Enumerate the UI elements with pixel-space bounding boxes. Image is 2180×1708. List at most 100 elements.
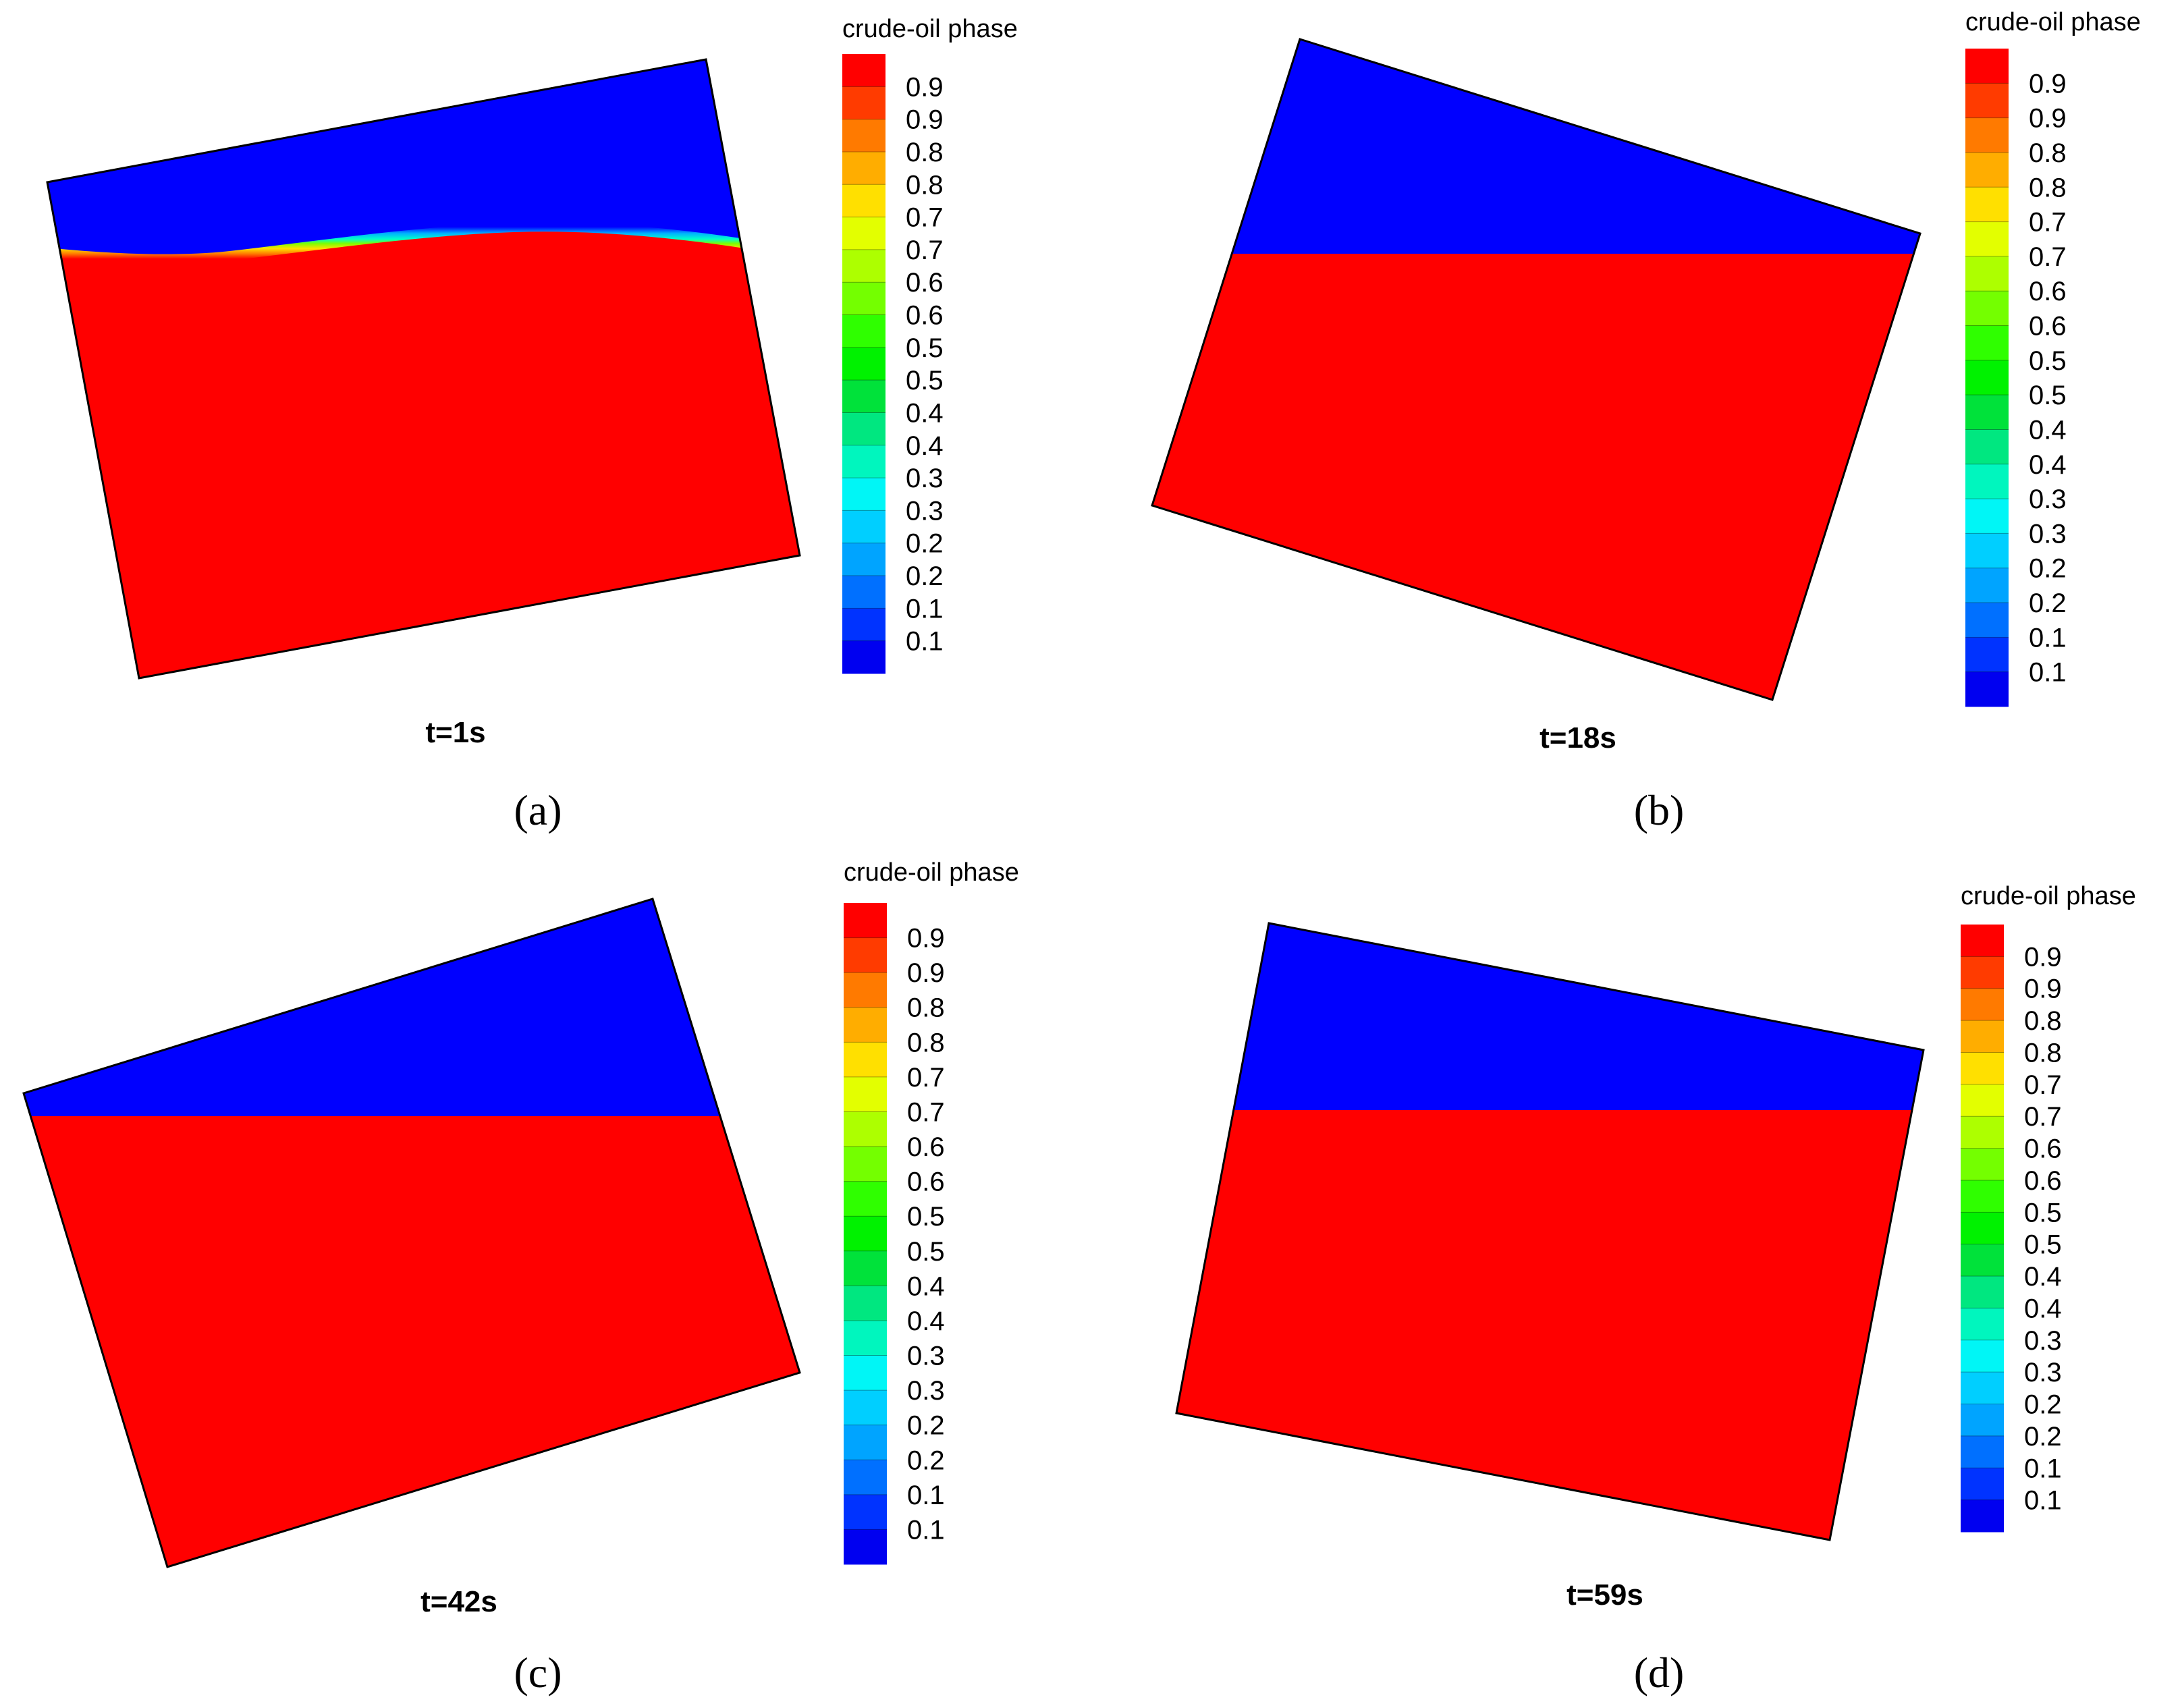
colorbar-tick-label: 0.7 xyxy=(2029,208,2067,238)
colorbar-swatch xyxy=(1965,152,2009,188)
colorbar-tick-label: 0.2 xyxy=(2029,588,2067,618)
colorbar-tick-label: 0.8 xyxy=(906,138,944,167)
colorbar-swatch xyxy=(1965,464,2009,499)
colorbar-tick-label: 0.1 xyxy=(2029,658,2067,688)
oil-phase-c xyxy=(24,1116,800,1567)
colorbar-tick-label: 0.4 xyxy=(906,431,944,461)
colorbar-tick-label: 0.8 xyxy=(907,1028,945,1057)
colorbar-swatch xyxy=(844,1181,887,1217)
colorbar-swatch xyxy=(844,1494,887,1530)
colorbar-swatch xyxy=(844,1390,887,1426)
colorbar-swatch xyxy=(1965,637,2009,673)
colorbar-title-c: crude-oil phase xyxy=(844,858,1019,887)
colorbar-tick-label: 0.7 xyxy=(2029,242,2067,272)
colorbar-swatch xyxy=(844,1076,887,1112)
colorbar-tick-label: 0.9 xyxy=(2024,942,2062,972)
colorbar-tick-label: 0.5 xyxy=(907,1237,945,1267)
colorbar-tick-label: 0.1 xyxy=(2024,1486,2062,1516)
colorbar-tick-label: 0.5 xyxy=(2029,346,2067,376)
colorbar-tick-label: 0.1 xyxy=(907,1481,945,1510)
colorbar-tick-label: 0.4 xyxy=(2029,415,2067,445)
colorbar-swatch xyxy=(842,412,885,446)
colorbar-a: 0.90.90.80.80.70.70.60.60.50.50.40.40.30… xyxy=(842,54,944,674)
colorbar-tick-label: 0.7 xyxy=(907,1063,945,1093)
colorbar-swatch xyxy=(842,86,885,120)
colorbar-tick-label: 0.2 xyxy=(907,1411,945,1441)
colorbar-tick-label: 0.3 xyxy=(2024,1358,2062,1387)
caption-a: (a) xyxy=(514,786,562,834)
oil-phase-d xyxy=(1176,1110,1924,1540)
colorbar-tick-label: 0.3 xyxy=(906,496,944,526)
colorbar-swatch xyxy=(842,347,885,381)
colorbar-swatch xyxy=(1965,568,2009,603)
colorbar-swatch xyxy=(1965,360,2009,395)
colorbar-swatch xyxy=(1965,83,2009,119)
colorbar-swatch xyxy=(1961,1180,2004,1213)
colorbar-swatch xyxy=(844,1007,887,1043)
colorbar-tick-label: 0.4 xyxy=(2024,1294,2062,1323)
colorbar-swatch xyxy=(844,1355,887,1391)
colorbar-tick-label: 0.6 xyxy=(906,301,944,331)
colorbar-tick-label: 0.6 xyxy=(906,268,944,298)
colorbar-tick-label: 0.3 xyxy=(907,1342,945,1371)
colorbar-tick-label: 0.1 xyxy=(906,594,944,624)
colorbar-swatch xyxy=(1961,1308,2004,1341)
colorbar-tick-label: 0.7 xyxy=(907,1097,945,1127)
colorbar-title-d: crude-oil phase xyxy=(1961,882,2136,910)
colorbar-tick-label: 0.2 xyxy=(907,1445,945,1475)
colorbar-swatch xyxy=(1961,1052,2004,1085)
colorbar-swatch xyxy=(844,1216,887,1252)
colorbar-tick-label: 0.7 xyxy=(906,203,944,233)
colorbar-tick-label: 0.8 xyxy=(2024,1038,2062,1068)
colorbar-tick-label: 0.4 xyxy=(907,1271,945,1301)
colorbar-swatch xyxy=(1965,395,2009,430)
colorbar-tick-label: 0.8 xyxy=(907,993,945,1023)
panel-d: crude-oil phase 0.90.90.80.80.70.70.60.6… xyxy=(1175,882,2136,1697)
colorbar-swatch xyxy=(842,282,885,316)
colorbar-swatch xyxy=(1961,1244,2004,1277)
colorbar-tick-label: 0.8 xyxy=(906,170,944,200)
colorbar-swatch xyxy=(1961,1276,2004,1308)
colorbar-swatch xyxy=(842,249,885,283)
colorbar-swatch xyxy=(842,314,885,348)
panel-c: crude-oil phase 0.9 0.9 0.8 0.8 0.7 0.7 0.6 0.6… xyxy=(22,858,1019,1697)
colorbar-swatch xyxy=(844,972,887,1008)
colorbar-swatch xyxy=(842,543,885,576)
colorbar-tick-label: 0.2 xyxy=(2029,554,2067,584)
colorbar-tick-label: 0.5 xyxy=(2024,1230,2062,1260)
colorbar-swatch xyxy=(1961,1499,2004,1533)
colorbar-tick-label: 0.6 xyxy=(2029,312,2067,341)
colorbar-tick-label: 0.9 xyxy=(906,72,944,102)
colorbar-swatch xyxy=(842,608,885,642)
colorbar-swatch xyxy=(844,1460,887,1495)
colorbar-swatch xyxy=(842,380,885,413)
colorbar-tick-label: 0.7 xyxy=(2024,1102,2062,1132)
colorbar-swatch xyxy=(1961,1212,2004,1245)
colorbar-tick-label: 0.2 xyxy=(2024,1422,2062,1452)
colorbar-tick-label: 0.2 xyxy=(906,529,944,559)
time-label-c: t=42s xyxy=(420,1585,497,1618)
colorbar-swatch xyxy=(842,640,885,674)
colorbar-tick-label: 0.9 xyxy=(907,958,945,988)
time-label-b: t=18s xyxy=(1539,721,1616,754)
colorbar-tick-label: 0.8 xyxy=(2024,1006,2062,1036)
colorbar-swatch xyxy=(844,1111,887,1147)
colorbar-swatch xyxy=(1965,117,2009,153)
colorbar-tick-label: 0.7 xyxy=(906,236,944,265)
colorbar-swatch xyxy=(1965,325,2009,361)
colorbar-tick-label: 0.7 xyxy=(2024,1070,2062,1100)
colorbar-c: 0.9 0.9 0.8 0.8 0.7 0.7 0.6 0.6 0.5 0.5 0.4 0.4 0.3 0… xyxy=(844,903,945,1565)
colorbar-swatch xyxy=(1965,291,2009,327)
colorbar-tick-label: 0.6 xyxy=(907,1132,945,1162)
colorbar-tick-label: 0.5 xyxy=(2029,381,2067,410)
colorbar-tick-label: 0.3 xyxy=(2024,1326,2062,1356)
colorbar-swatch xyxy=(842,217,885,250)
colorbar-tick-label: 0.3 xyxy=(2029,519,2067,549)
colorbar-tick-label: 0.8 xyxy=(2029,138,2067,168)
colorbar-tick-label: 0.1 xyxy=(2029,623,2067,653)
colorbar-swatch xyxy=(1961,1435,2004,1468)
colorbar-tick-label: 0.4 xyxy=(906,398,944,428)
oil-phase-a xyxy=(47,227,800,678)
colorbar-tick-label: 0.4 xyxy=(907,1306,945,1336)
